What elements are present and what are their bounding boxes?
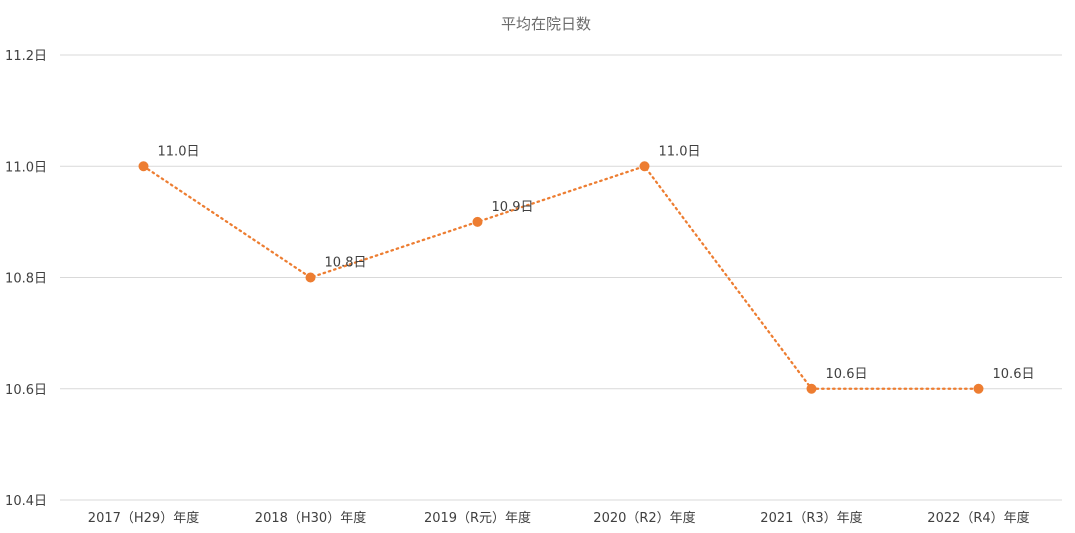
data-labels: 11.0日 10.8日 10.9日 11.0日 10.6日 10.6日 — [158, 144, 1035, 382]
y-axis-tick-labels: 10.4日 10.6日 10.8日 11.0日 11.2日 — [5, 49, 47, 509]
data-point — [639, 161, 650, 172]
x-tick-label: 2019（R元）年度 — [424, 510, 531, 526]
gridlines — [60, 54, 1062, 501]
series-line — [142, 165, 980, 390]
data-point — [472, 216, 483, 227]
x-tick-label: 2017（H29）年度 — [88, 510, 199, 526]
x-tick-label: 2021（R3）年度 — [760, 510, 862, 526]
data-label: 10.8日 — [325, 256, 367, 271]
data-label: 10.6日 — [826, 367, 868, 382]
x-axis-tick-labels: 2017（H29）年度 2018（H30）年度 2019（R元）年度 2020（R2）… — [88, 510, 1030, 526]
x-tick-label: 2022（R4）年度 — [927, 510, 1029, 526]
chart-title: 平均在院日数 — [501, 15, 591, 33]
x-tick-label: 2020（R2）年度 — [593, 510, 695, 526]
data-label: 11.0日 — [158, 144, 200, 159]
y-tick-label: 10.6日 — [5, 383, 47, 398]
data-point — [305, 272, 316, 283]
data-label: 11.0日 — [659, 144, 701, 159]
data-label: 10.6日 — [993, 367, 1035, 382]
y-tick-label: 10.8日 — [5, 272, 47, 287]
x-tick-label: 2018（H30）年度 — [255, 510, 366, 526]
y-tick-label: 11.2日 — [5, 49, 47, 64]
data-label: 10.9日 — [492, 200, 534, 215]
data-points — [138, 161, 984, 394]
y-tick-label: 10.4日 — [5, 494, 47, 509]
y-tick-label: 11.0日 — [5, 160, 47, 175]
series-line-group — [142, 165, 980, 390]
data-point — [973, 383, 984, 394]
data-point — [138, 161, 149, 172]
data-point — [806, 383, 817, 394]
